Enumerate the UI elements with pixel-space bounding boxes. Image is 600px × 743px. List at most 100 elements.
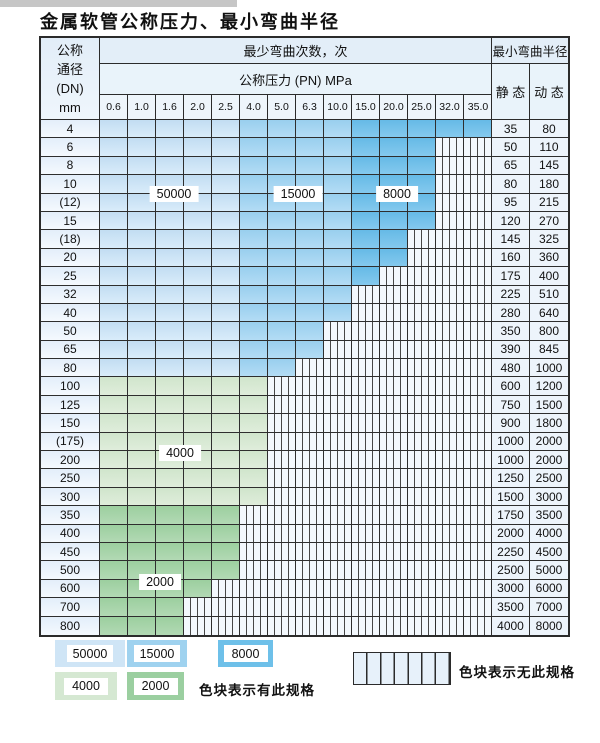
spec-available-cell <box>296 340 324 360</box>
static-radius-cell: 1250 <box>492 469 530 488</box>
static-radius-cell: 900 <box>492 414 530 433</box>
spec-available-cell <box>408 120 436 139</box>
table-row: (175) 1000 2000 <box>41 432 568 452</box>
spec-unavailable-cell <box>436 211 464 231</box>
dn-cell: 300 <box>41 487 100 507</box>
dynamic-radius-cell: 640 <box>530 303 568 323</box>
dn-cell: 25 <box>41 267 100 286</box>
static-radius-cell: 600 <box>492 377 530 396</box>
static-radius-cell: 2000 <box>492 524 530 543</box>
dynamic-radius-cell: 360 <box>530 248 568 268</box>
spec-available-cell <box>100 579 128 599</box>
spec-available-cell <box>324 285 352 304</box>
spec-available-cell <box>100 175 128 194</box>
spec-available-cell <box>240 432 268 452</box>
spec-available-cell <box>100 542 128 562</box>
spec-unavailable-cell <box>464 616 492 635</box>
static-radius-cell: 1000 <box>492 432 530 452</box>
spec-unavailable-cell <box>464 285 492 304</box>
spec-unavailable-cell <box>436 359 464 378</box>
spec-available-cell <box>128 303 156 323</box>
table-row: (12) 95 215 <box>41 193 568 212</box>
spec-unavailable-cell <box>436 156 464 176</box>
spec-available-cell <box>380 138 408 157</box>
spec-available-cell <box>100 322 128 341</box>
legend-swatch-50000: 50000 <box>55 640 125 667</box>
spec-unavailable-cell <box>324 322 352 341</box>
spec-available-cell <box>212 248 240 268</box>
spec-unavailable-cell <box>408 598 436 617</box>
spec-available-cell <box>100 414 128 433</box>
spec-available-cell <box>128 395 156 415</box>
spec-unavailable-cell <box>436 267 464 286</box>
spec-unavailable-cell <box>464 193 492 212</box>
spec-available-cell <box>212 340 240 360</box>
static-radius-cell: 750 <box>492 395 530 415</box>
spec-unavailable-cell <box>352 616 380 635</box>
static-radius-cell: 120 <box>492 211 530 231</box>
spec-unavailable-cell <box>324 395 352 415</box>
spec-unavailable-cell <box>408 579 436 599</box>
spec-unavailable-cell <box>380 487 408 507</box>
spec-available-cell <box>156 359 184 378</box>
legend-swatch-15000: 15000 <box>127 640 187 667</box>
dn-cell: 450 <box>41 542 100 562</box>
spec-unavailable-cell <box>324 561 352 580</box>
spec-unavailable-cell <box>352 524 380 543</box>
dn-cell: (12) <box>41 193 100 212</box>
spec-available-cell <box>296 230 324 249</box>
spec-unavailable-cell <box>324 579 352 599</box>
legend-striped-swatch <box>353 652 451 685</box>
dynamic-radius-cell: 2000 <box>530 432 568 452</box>
spec-available-cell <box>268 248 296 268</box>
header-radius-section: 最小弯曲半径 静 态 动 态 <box>492 38 568 120</box>
spec-unavailable-cell <box>324 542 352 562</box>
spec-available-cell <box>240 359 268 378</box>
table-row: 100 600 1200 <box>41 377 568 396</box>
spec-available-cell <box>212 377 240 396</box>
spec-available-cell <box>128 248 156 268</box>
spec-available-cell <box>128 322 156 341</box>
spec-unavailable-cell <box>268 616 296 635</box>
spec-unavailable-cell <box>436 248 464 268</box>
dynamic-radius-cell: 2500 <box>530 469 568 488</box>
static-radius-cell: 95 <box>492 193 530 212</box>
spec-unavailable-cell <box>408 267 436 286</box>
dn-cell: (175) <box>41 432 100 452</box>
spec-available-cell <box>324 193 352 212</box>
spec-unavailable-cell <box>268 395 296 415</box>
spec-available-cell <box>184 285 212 304</box>
table-body: 4 35 80 6 50 110 8 65 145 10 80 180 (12) 95 215 15 120 27… <box>41 120 568 635</box>
spec-unavailable-cell <box>296 359 324 378</box>
spec-available-cell <box>296 248 324 268</box>
spec-unavailable-cell <box>464 451 492 470</box>
spec-available-cell <box>156 414 184 433</box>
pressure-column-header: 25.0 <box>408 95 436 120</box>
spec-unavailable-cell <box>268 451 296 470</box>
spec-available-cell <box>324 267 352 286</box>
spec-unavailable-cell <box>436 193 464 212</box>
spec-unavailable-cell <box>408 451 436 470</box>
spec-unavailable-cell <box>296 469 324 488</box>
spec-available-cell <box>156 598 184 617</box>
spec-available-cell <box>296 156 324 176</box>
spec-unavailable-cell <box>324 469 352 488</box>
spec-available-cell <box>268 359 296 378</box>
spec-unavailable-cell <box>408 230 436 249</box>
legend-no-spec-text: 色块表示无此规格 <box>459 665 575 680</box>
spec-available-cell <box>212 487 240 507</box>
spec-available-cell <box>296 322 324 341</box>
spec-unavailable-cell <box>436 561 464 580</box>
spec-available-cell <box>184 267 212 286</box>
spec-available-cell <box>100 211 128 231</box>
spec-unavailable-cell <box>436 138 464 157</box>
spec-unavailable-cell <box>296 395 324 415</box>
spec-unavailable-cell <box>352 414 380 433</box>
spec-available-cell <box>464 120 492 139</box>
dynamic-radius-cell: 800 <box>530 322 568 341</box>
spec-available-cell <box>324 230 352 249</box>
dynamic-radius-cell: 8000 <box>530 616 568 635</box>
spec-available-cell <box>212 561 240 580</box>
spec-unavailable-cell <box>380 322 408 341</box>
table-row: (18) 145 325 <box>41 230 568 249</box>
